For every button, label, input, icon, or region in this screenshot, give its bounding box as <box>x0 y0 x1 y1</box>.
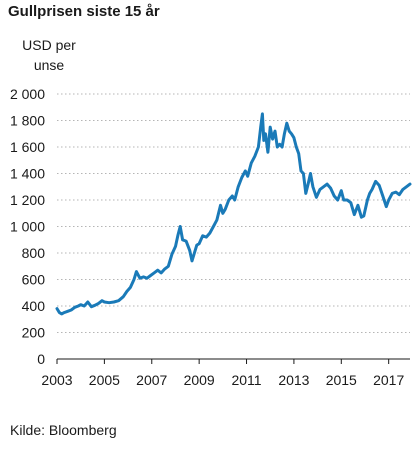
chart-title: Gullprisen siste 15 år <box>8 3 160 20</box>
y-tick-label: 400 <box>22 298 46 314</box>
x-tick-label: 2017 <box>373 372 404 388</box>
gold-price-chart: 0 200 400 600 800 1 000 1 200 1 400 1 600 1 800 2 … <box>10 86 412 388</box>
grid-lines <box>57 93 410 333</box>
y-tick-label: 1 600 <box>10 139 45 155</box>
y-tick-label: 1 000 <box>10 219 45 235</box>
y-tick-labels: 0 200 400 600 800 1 000 1 200 1 400 1 600 1 800 2 … <box>10 86 45 367</box>
x-tick-label: 2007 <box>136 372 167 388</box>
y-tick-label: 800 <box>22 245 46 261</box>
x-tick-label: 2013 <box>278 372 309 388</box>
axis-lines <box>56 358 410 364</box>
x-tick-label: 2015 <box>326 372 357 388</box>
x-tick-label: 2009 <box>184 372 215 388</box>
y-tick-label: 1 200 <box>10 192 45 208</box>
x-tick-label: 2005 <box>89 372 120 388</box>
x-tick-labels: 2003 2005 2007 2009 2011 2013 2015 2017 <box>41 372 404 388</box>
y-tick-label: 1 800 <box>10 113 45 129</box>
x-tick-label: 2003 <box>41 372 72 388</box>
y-tick-label: 1 400 <box>10 166 45 182</box>
series-group <box>55 112 412 316</box>
y-tick-label: 600 <box>22 272 46 288</box>
y-axis-label: USD per unse <box>22 37 76 73</box>
series-line-gold-price <box>55 112 412 316</box>
x-tick-label: 2011 <box>231 372 261 388</box>
y-tick-label: 200 <box>22 325 46 341</box>
source-note: Kilde: Bloomberg <box>10 422 117 438</box>
y-tick-label: 2 000 <box>10 86 45 102</box>
y-tick-label: 0 <box>37 351 45 367</box>
